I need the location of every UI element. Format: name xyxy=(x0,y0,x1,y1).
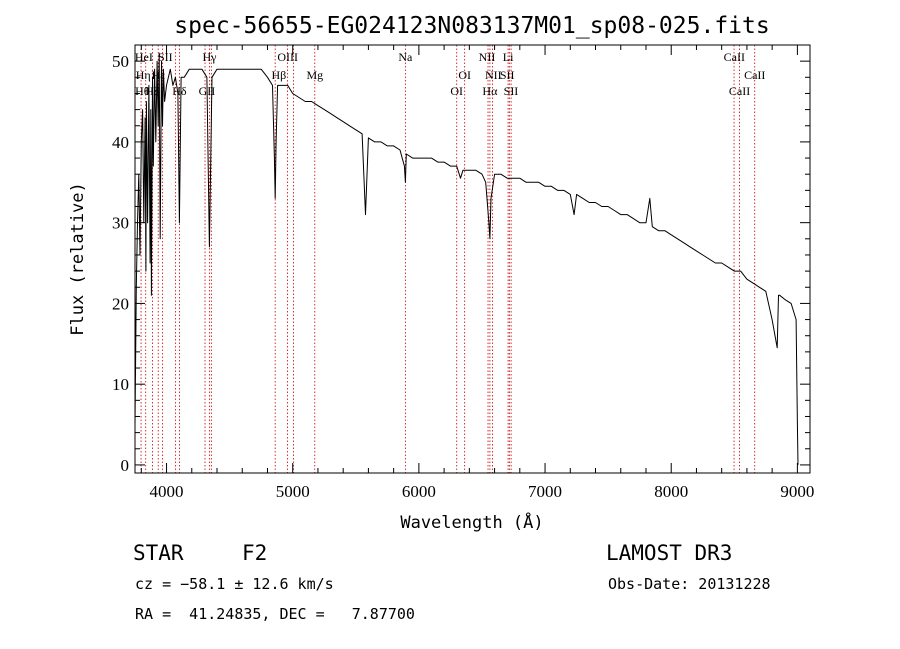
object-class: STAR xyxy=(133,541,184,565)
line-label: Li xyxy=(503,50,514,64)
x-axis-title: Wavelength (Å) xyxy=(400,511,543,533)
line-label: Mg xyxy=(306,68,323,82)
spectrum-line xyxy=(134,52,799,465)
x-tick-label: 9000 xyxy=(780,482,814,501)
x-tick-label: 4000 xyxy=(150,482,184,501)
y-tick-label: 10 xyxy=(112,375,129,394)
spectrum-series xyxy=(134,52,799,465)
line-label: Hδ xyxy=(172,84,187,98)
line-label: Hα xyxy=(482,84,498,98)
x-tick-label: 7000 xyxy=(528,482,562,501)
line-label: HeI xyxy=(135,50,153,64)
line-label: CaII xyxy=(729,84,750,98)
reference-lines xyxy=(140,45,756,473)
line-label: GII xyxy=(199,84,216,98)
plot-frame xyxy=(134,44,811,474)
y-tick-label: 0 xyxy=(121,456,130,475)
redshift-readout: cz = −58.1 ± 12.6 km/s xyxy=(135,575,334,593)
line-label: CaII xyxy=(744,68,765,82)
coordinates-readout: RA = 41.24835, DEC = 7.87700 xyxy=(135,605,415,623)
line-label: OI xyxy=(458,68,471,82)
x-tick-label: 6000 xyxy=(402,482,436,501)
y-tick-label: 20 xyxy=(112,294,129,313)
observation-date: Obs-Date: 20131228 xyxy=(608,575,771,593)
chart-title: spec-56655-EG024123N083137M01_sp08-025.f… xyxy=(174,13,769,39)
x-tick-label: 8000 xyxy=(654,482,688,501)
y-tick-label: 40 xyxy=(112,133,129,152)
line-label: Hβ xyxy=(271,68,286,82)
axis-ticks: 4000 5000 6000 7000 8000 9000 0 10 20 30 40 50 xyxy=(112,45,814,501)
line-label: SII xyxy=(504,84,519,98)
line-label: CaII xyxy=(724,50,745,64)
line-label: Hη xyxy=(136,68,151,82)
line-label: SII xyxy=(158,50,173,64)
line-label: Hζ xyxy=(145,84,159,98)
line-label: OIII xyxy=(277,50,298,64)
y-axis-title: Flux (relative) xyxy=(68,182,88,336)
line-label: Hγ xyxy=(202,50,217,64)
line-label: Na xyxy=(398,50,413,64)
object-subclass: F2 xyxy=(242,541,268,565)
survey-name: LAMOST DR3 xyxy=(606,541,733,565)
line-label: Hε xyxy=(151,68,165,82)
y-tick-label: 50 xyxy=(112,52,129,71)
y-tick-label: 30 xyxy=(112,214,129,233)
line-label: NII xyxy=(485,68,502,82)
line-label: SII xyxy=(500,68,515,82)
line-label: NII xyxy=(479,50,496,64)
x-tick-label: 5000 xyxy=(276,482,310,501)
line-label: Hθ xyxy=(135,84,150,98)
line-label: OI xyxy=(450,84,463,98)
